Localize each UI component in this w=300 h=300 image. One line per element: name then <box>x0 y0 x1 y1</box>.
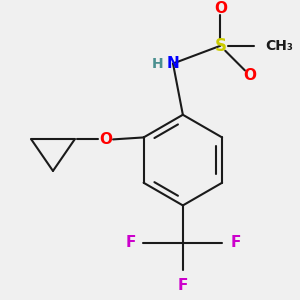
Text: F: F <box>178 278 188 293</box>
Text: S: S <box>214 37 226 55</box>
Text: F: F <box>230 236 241 250</box>
Text: O: O <box>243 68 256 83</box>
Text: N: N <box>167 56 179 71</box>
Text: O: O <box>214 1 227 16</box>
Text: F: F <box>125 236 136 250</box>
Text: H: H <box>152 56 163 70</box>
Text: O: O <box>100 132 113 147</box>
Text: CH₃: CH₃ <box>266 39 293 53</box>
